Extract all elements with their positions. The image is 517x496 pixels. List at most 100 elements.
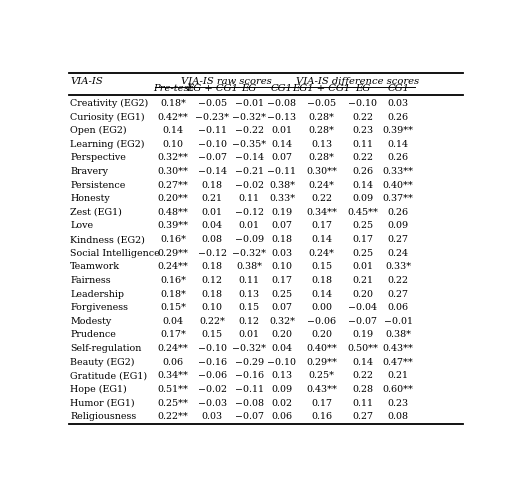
- Text: Learning (EG2): Learning (EG2): [70, 140, 145, 149]
- Text: −0.08: −0.08: [267, 99, 296, 108]
- Text: Teamwork: Teamwork: [70, 262, 120, 271]
- Text: 0.33**: 0.33**: [383, 167, 414, 176]
- Text: 0.38*: 0.38*: [236, 262, 262, 271]
- Text: Humor (EG1): Humor (EG1): [70, 398, 135, 408]
- Text: 0.27**: 0.27**: [158, 181, 188, 189]
- Text: 0.14: 0.14: [311, 235, 332, 244]
- Text: Bravery: Bravery: [70, 167, 108, 176]
- Text: 0.10: 0.10: [271, 262, 293, 271]
- Text: 0.07: 0.07: [271, 303, 293, 312]
- Text: 0.09: 0.09: [352, 194, 373, 203]
- Text: 0.18*: 0.18*: [160, 99, 186, 108]
- Text: −0.07: −0.07: [348, 317, 377, 326]
- Text: −0.10: −0.10: [197, 140, 226, 149]
- Text: 0.16*: 0.16*: [160, 276, 186, 285]
- Text: 0.04: 0.04: [162, 317, 184, 326]
- Text: 0.09: 0.09: [271, 385, 293, 394]
- Text: −0.01: −0.01: [235, 99, 264, 108]
- Text: 0.11: 0.11: [239, 194, 260, 203]
- Text: 0.10: 0.10: [162, 140, 184, 149]
- Text: −0.02: −0.02: [197, 385, 226, 394]
- Text: Curiosity (EG1): Curiosity (EG1): [70, 113, 145, 122]
- Text: 0.00: 0.00: [311, 303, 332, 312]
- Text: 0.29**: 0.29**: [306, 358, 337, 367]
- Text: −0.23*: −0.23*: [195, 113, 229, 122]
- Text: 0.22: 0.22: [388, 276, 408, 285]
- Text: 0.07: 0.07: [271, 153, 293, 162]
- Text: 0.33*: 0.33*: [385, 262, 411, 271]
- Text: 0.14: 0.14: [352, 358, 373, 367]
- Text: 0.07: 0.07: [271, 222, 293, 231]
- Text: 0.22**: 0.22**: [158, 412, 188, 421]
- Text: −0.03: −0.03: [197, 398, 226, 408]
- Text: 0.01: 0.01: [239, 330, 260, 339]
- Text: 0.42**: 0.42**: [158, 113, 188, 122]
- Text: 0.12: 0.12: [239, 317, 260, 326]
- Text: 0.14: 0.14: [271, 140, 293, 149]
- Text: −0.16: −0.16: [235, 372, 264, 380]
- Text: 0.51**: 0.51**: [158, 385, 189, 394]
- Text: 0.47**: 0.47**: [383, 358, 414, 367]
- Text: 0.06: 0.06: [388, 303, 409, 312]
- Text: EG: EG: [355, 84, 370, 93]
- Text: 0.50**: 0.50**: [347, 344, 378, 353]
- Text: 0.23: 0.23: [352, 126, 373, 135]
- Text: 0.60**: 0.60**: [383, 385, 414, 394]
- Text: 0.20: 0.20: [271, 330, 293, 339]
- Text: −0.22: −0.22: [235, 126, 264, 135]
- Text: −0.10: −0.10: [348, 99, 377, 108]
- Text: 0.18: 0.18: [202, 262, 223, 271]
- Text: 0.23: 0.23: [388, 398, 409, 408]
- Text: −0.02: −0.02: [235, 181, 264, 189]
- Text: 0.22: 0.22: [311, 194, 332, 203]
- Text: Leadership: Leadership: [70, 290, 124, 299]
- Text: 0.38*: 0.38*: [269, 181, 295, 189]
- Text: −0.13: −0.13: [267, 113, 297, 122]
- Text: −0.06: −0.06: [197, 372, 226, 380]
- Text: 0.03: 0.03: [271, 248, 293, 258]
- Text: Pre-test: Pre-test: [153, 84, 193, 93]
- Text: 0.06: 0.06: [162, 358, 184, 367]
- Text: VIA-IS raw scores: VIA-IS raw scores: [181, 77, 272, 86]
- Text: 0.30**: 0.30**: [158, 167, 189, 176]
- Text: 0.28: 0.28: [352, 385, 373, 394]
- Text: 0.24**: 0.24**: [158, 262, 188, 271]
- Text: 0.09: 0.09: [388, 222, 409, 231]
- Text: Kindness (EG2): Kindness (EG2): [70, 235, 145, 244]
- Text: 0.18: 0.18: [271, 235, 293, 244]
- Text: −0.11: −0.11: [235, 385, 264, 394]
- Text: 0.01: 0.01: [352, 262, 373, 271]
- Text: −0.10: −0.10: [267, 358, 296, 367]
- Text: −0.04: −0.04: [348, 303, 377, 312]
- Text: −0.06: −0.06: [307, 317, 336, 326]
- Text: 0.39**: 0.39**: [383, 126, 414, 135]
- Text: Persistence: Persistence: [70, 181, 126, 189]
- Text: Religiousness: Religiousness: [70, 412, 136, 421]
- Text: −0.11: −0.11: [267, 167, 296, 176]
- Text: CG1: CG1: [387, 84, 409, 93]
- Text: 0.18: 0.18: [202, 290, 223, 299]
- Text: 0.32*: 0.32*: [269, 317, 295, 326]
- Text: Forgiveness: Forgiveness: [70, 303, 128, 312]
- Text: 0.22: 0.22: [352, 153, 373, 162]
- Text: Self-regulation: Self-regulation: [70, 344, 142, 353]
- Text: 0.25: 0.25: [271, 290, 293, 299]
- Text: 0.25: 0.25: [352, 248, 373, 258]
- Text: 0.20: 0.20: [352, 290, 373, 299]
- Text: Honesty: Honesty: [70, 194, 110, 203]
- Text: 0.01: 0.01: [239, 222, 260, 231]
- Text: 0.18*: 0.18*: [160, 290, 186, 299]
- Text: Prudence: Prudence: [70, 330, 116, 339]
- Text: 0.06: 0.06: [271, 412, 293, 421]
- Text: 0.18: 0.18: [311, 276, 332, 285]
- Text: 0.17: 0.17: [311, 222, 332, 231]
- Text: Open (EG2): Open (EG2): [70, 126, 127, 135]
- Text: 0.48**: 0.48**: [158, 208, 188, 217]
- Text: CG1: CG1: [271, 84, 293, 93]
- Text: Love: Love: [70, 222, 94, 231]
- Text: 0.17: 0.17: [352, 235, 373, 244]
- Text: Perspective: Perspective: [70, 153, 126, 162]
- Text: −0.32*: −0.32*: [232, 113, 266, 122]
- Text: 0.15*: 0.15*: [160, 303, 186, 312]
- Text: 0.15: 0.15: [239, 303, 260, 312]
